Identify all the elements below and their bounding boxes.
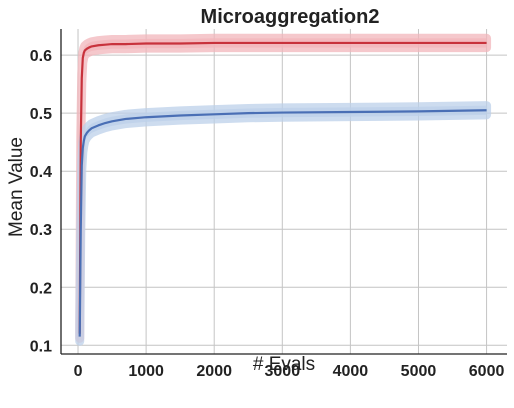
y-tick-label: 0.6 bbox=[30, 48, 52, 65]
series-1-band bbox=[75, 33, 492, 343]
y-axis-label: Mean Value bbox=[6, 137, 27, 237]
y-tick-label: 0.5 bbox=[30, 106, 52, 123]
x-tick-label: 3000 bbox=[265, 363, 301, 380]
x-tick-label: 1000 bbox=[128, 363, 164, 380]
confidence-bands bbox=[75, 33, 492, 346]
series-2-line bbox=[78, 109, 487, 337]
x-tick-labels: 0 1000 2000 3000 4000 5000 6000 bbox=[74, 363, 505, 380]
x-tick-label: 0 bbox=[74, 363, 83, 380]
series-1-line bbox=[78, 41, 487, 334]
y-tick-label: 0.4 bbox=[30, 164, 52, 181]
x-tick-label: 2000 bbox=[196, 363, 232, 380]
x-axis-label: # Evals bbox=[253, 354, 315, 375]
x-tick-label: 4000 bbox=[333, 363, 369, 380]
series-2-band bbox=[75, 101, 492, 346]
chart-title: Microaggregation2 bbox=[201, 6, 380, 28]
y-tick-label: 0.1 bbox=[30, 338, 52, 355]
x-tick-label: 5000 bbox=[401, 363, 437, 380]
y-tick-labels: 0.1 0.2 0.3 0.4 0.5 0.6 bbox=[30, 48, 52, 355]
y-tick-label: 0.3 bbox=[30, 222, 52, 239]
grid bbox=[61, 29, 507, 354]
series-lines bbox=[78, 41, 487, 337]
y-tick-label: 0.2 bbox=[30, 280, 52, 297]
x-tick-label: 6000 bbox=[469, 363, 505, 380]
